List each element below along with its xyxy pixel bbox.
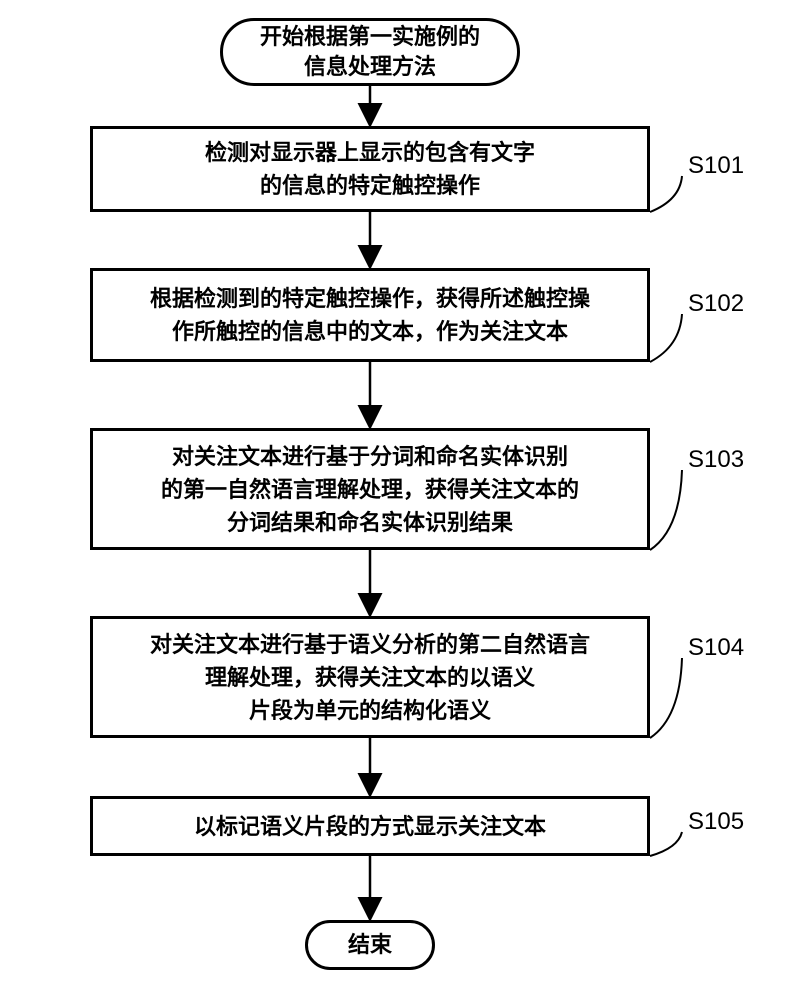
start-node: 开始根据第一实施例的 信息处理方法	[220, 18, 520, 86]
end-node: 结束	[305, 920, 435, 970]
s101-line1: 检测对显示器上显示的包含有文字	[205, 136, 535, 169]
label-s102: S102	[688, 290, 744, 318]
process-s105: 以标记语义片段的方式显示关注文本	[90, 796, 650, 856]
process-s104: 对关注文本进行基于语义分析的第二自然语言 理解处理，获得关注文本的以语义 片段为…	[90, 616, 650, 738]
s102-line2: 作所触控的信息中的文本，作为关注文本	[172, 315, 568, 348]
start-line2: 信息处理方法	[304, 52, 436, 82]
process-s103: 对关注文本进行基于分词和命名实体识别 的第一自然语言理解处理，获得关注文本的 分…	[90, 428, 650, 550]
label-s105: S105	[688, 808, 744, 836]
label-s104: S104	[688, 634, 744, 662]
end-line1: 结束	[348, 930, 392, 960]
label-s103: S103	[688, 446, 744, 474]
s104-line1: 对关注文本进行基于语义分析的第二自然语言	[150, 628, 590, 661]
s103-line3: 分词结果和命名实体识别结果	[227, 506, 513, 539]
s101-line2: 的信息的特定触控操作	[260, 169, 480, 202]
flowchart-canvas: 开始根据第一实施例的 信息处理方法 检测对显示器上显示的包含有文字 的信息的特定…	[0, 0, 798, 1000]
s103-line1: 对关注文本进行基于分词和命名实体识别	[172, 440, 568, 473]
process-s102: 根据检测到的特定触控操作，获得所述触控操 作所触控的信息中的文本，作为关注文本	[90, 268, 650, 362]
label-s101: S101	[688, 152, 744, 180]
s104-line3: 片段为单元的结构化语义	[249, 694, 491, 727]
start-line1: 开始根据第一实施例的	[260, 22, 480, 52]
s104-line2: 理解处理，获得关注文本的以语义	[205, 661, 535, 694]
process-s101: 检测对显示器上显示的包含有文字 的信息的特定触控操作	[90, 126, 650, 212]
s102-line1: 根据检测到的特定触控操作，获得所述触控操	[150, 282, 590, 315]
s105-line1: 以标记语义片段的方式显示关注文本	[194, 810, 546, 843]
s103-line2: 的第一自然语言理解处理，获得关注文本的	[161, 473, 579, 506]
